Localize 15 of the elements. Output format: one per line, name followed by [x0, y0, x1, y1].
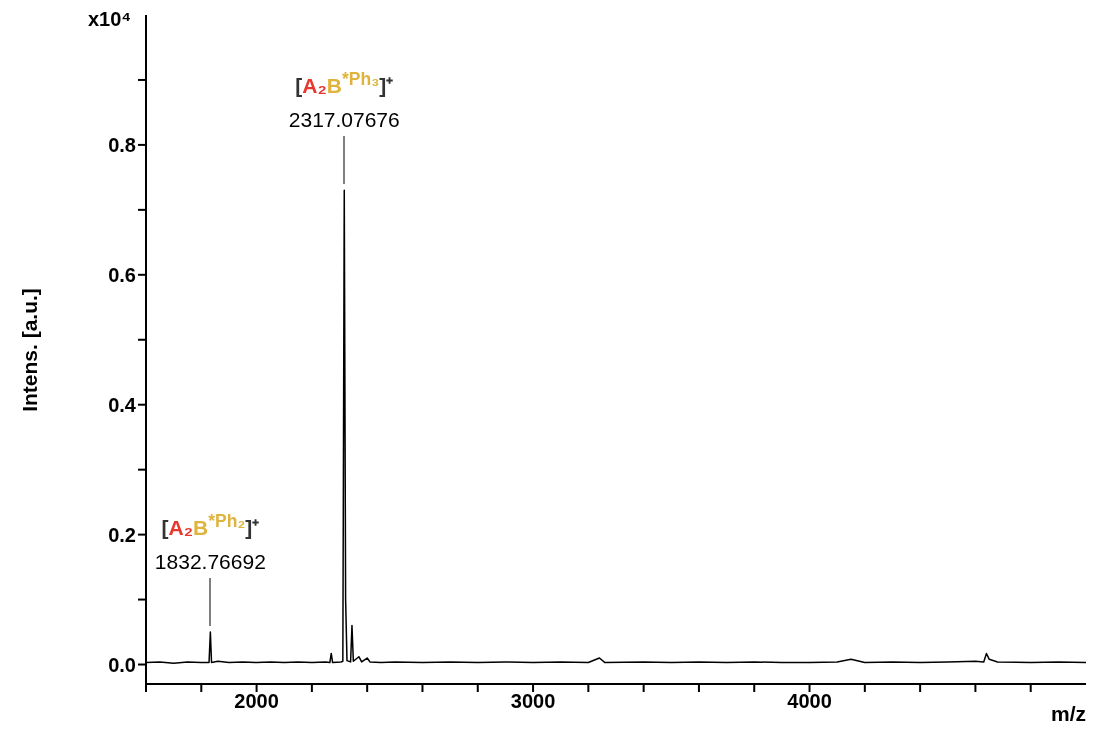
x-tick-label: 4000 [787, 690, 832, 713]
annotation: [A₂B$^{*Ph₂}$]⁺ [161, 511, 260, 540]
annotation: 1832.76692 [154, 550, 266, 575]
x-tick-label: 3000 [510, 690, 556, 713]
annotation: 2317.07676 [288, 108, 400, 133]
y-tick-label: 0.2 [108, 523, 136, 546]
y-tick-label: 0.4 [108, 393, 137, 416]
x-axis-title: m/z [1050, 702, 1086, 726]
text: x10⁴ [88, 8, 132, 31]
y-axis-title: Intens. [a.u.] [18, 287, 42, 412]
y-tick-label: 0.6 [108, 263, 136, 286]
y-tick-label: 0.8 [108, 134, 136, 156]
x-tick-label: 2000 [234, 690, 279, 713]
annotation: [A₂B$^{*Ph₃}$]⁺ [295, 69, 394, 98]
y-tick-label: 0.0 [108, 653, 136, 676]
